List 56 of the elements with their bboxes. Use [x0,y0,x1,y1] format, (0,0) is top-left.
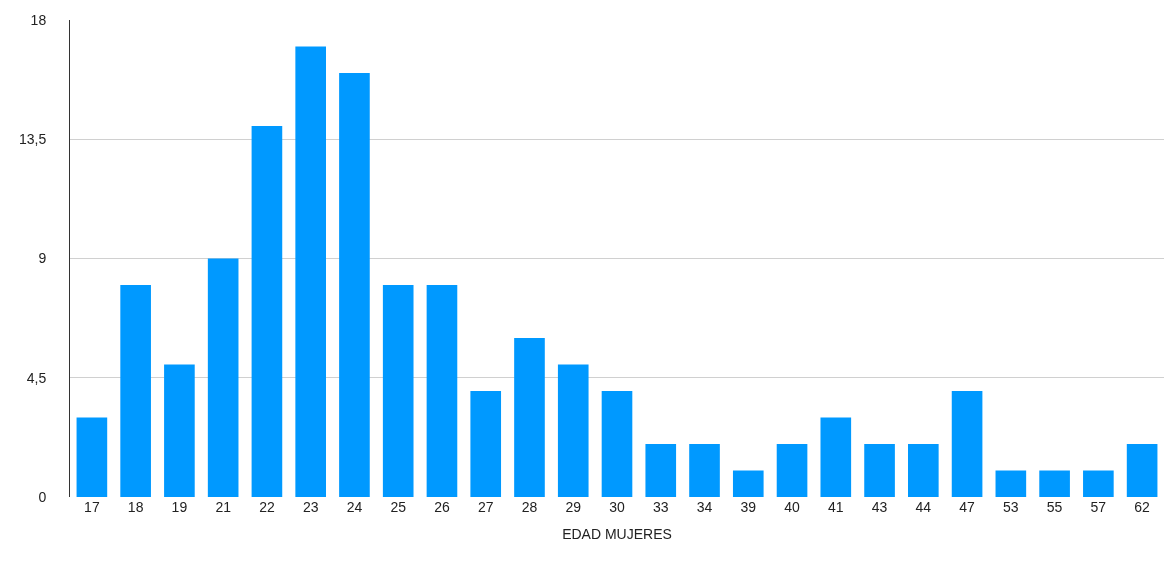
y-tick-label: 18 [30,11,47,28]
bar [76,417,108,497]
y-tick-label: 13,5 [18,131,47,148]
bar [995,470,1027,497]
x-tick-label: 27 [477,499,494,515]
y-tick-label: 4,5 [26,369,47,386]
x-tick-label: 40 [784,499,801,515]
x-tick-label: 34 [696,499,713,515]
bar [732,470,764,497]
bar [120,285,151,497]
bar [514,338,545,497]
x-tick-label: 44 [915,499,932,515]
bar [1083,470,1114,497]
bar [645,444,677,497]
bar [207,258,239,497]
x-tick-label: 19 [171,499,188,515]
bar [295,46,326,497]
x-tick-label: 26 [434,499,450,515]
bar [951,391,983,497]
bar [601,391,633,497]
x-tick-label: 57 [1090,499,1107,515]
bar [382,285,414,497]
x-tick-label: 25 [390,499,407,515]
x-axis-title: EDAD MUJERES [562,526,672,543]
bar [426,285,458,497]
bar [339,73,370,497]
x-tick-label: 24 [346,499,363,515]
bar [557,364,589,497]
x-tick-label: 29 [565,499,582,515]
bar [164,364,195,497]
x-tick-label: 21 [215,499,232,515]
bar [689,444,720,497]
x-tick-label: 41 [828,499,844,515]
bar [820,417,852,497]
bar [864,444,895,497]
x-tick-label: 28 [521,499,538,515]
x-tick-label: 39 [740,499,757,515]
x-tick-label: 43 [871,499,888,515]
bar [1126,444,1158,497]
x-tick-label: 23 [302,499,319,515]
x-tick-label: 55 [1046,499,1063,515]
bar [776,444,808,497]
y-tick-label: 0 [38,488,47,505]
x-tick-label: 18 [127,499,144,515]
x-tick-label: 33 [652,499,669,515]
bar [251,126,283,497]
x-tick-label: 30 [609,499,625,515]
x-tick-label: 62 [1134,499,1151,515]
bar [470,391,502,497]
y-tick-label: 9 [38,250,47,267]
x-tick-label: 22 [259,499,275,515]
bar [1039,470,1070,497]
x-tick-label: 53 [1003,499,1019,515]
bar [908,444,939,497]
x-tick-label: 17 [84,499,100,515]
x-tick-label: 47 [959,499,976,515]
